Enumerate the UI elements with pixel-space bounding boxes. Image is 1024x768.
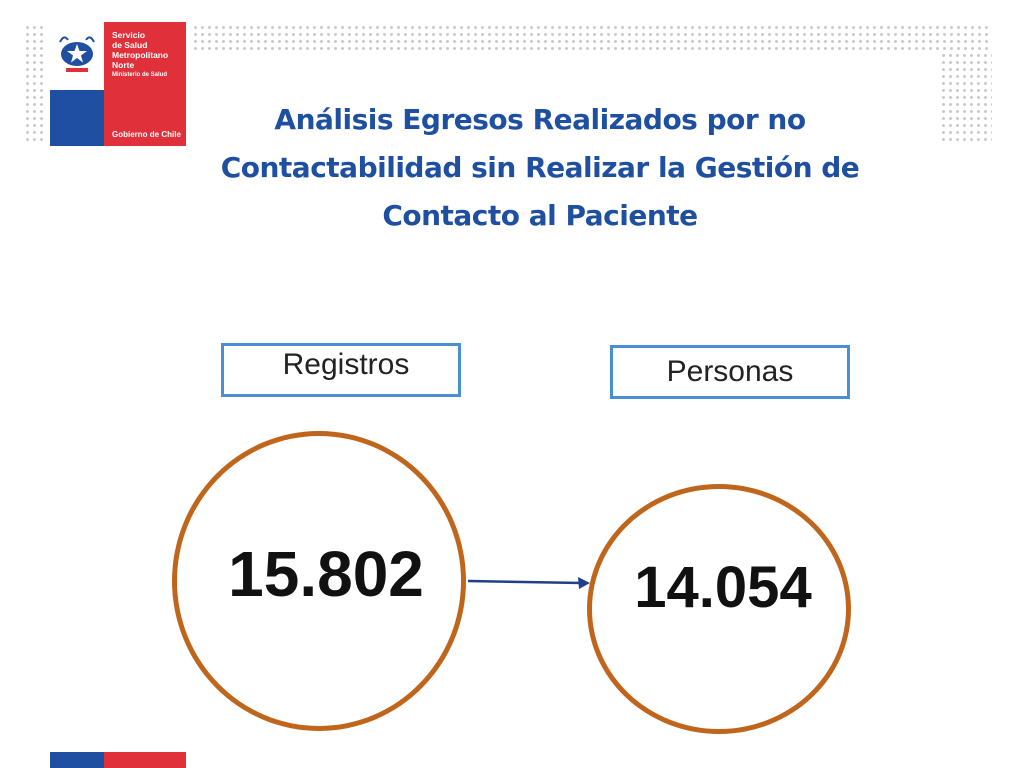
dotted-pattern-top [192,24,992,52]
personas-label: Personas [666,355,794,388]
dotted-pattern-right [940,52,992,144]
registros-value: 15.802 [228,538,424,610]
gobierno-de-chile-logo: Servicio de Salud Metropolitano Norte Mi… [50,22,186,146]
slide-title: Análisis Egresos Realizados por no Conta… [220,103,860,232]
logo-org-name: Servicio de Salud Metropolitano Norte [112,30,169,70]
registros-label: Registros [282,348,410,381]
registros-value-circle: 15.802 [172,431,466,731]
registros-label-box: Registros [221,343,461,397]
personas-label-box: Personas [610,345,850,399]
personas-value-circle: 14.054 [587,484,851,734]
right-arrow-icon [467,577,590,589]
logo-ministry: Ministerio de Salud [112,72,168,78]
dotted-pattern-left [24,24,46,144]
footer-flag-bar [50,752,186,768]
coat-of-arms-icon [50,22,104,90]
personas-value: 14.054 [634,554,812,620]
logo-government: Gobierno de Chile [112,130,181,139]
